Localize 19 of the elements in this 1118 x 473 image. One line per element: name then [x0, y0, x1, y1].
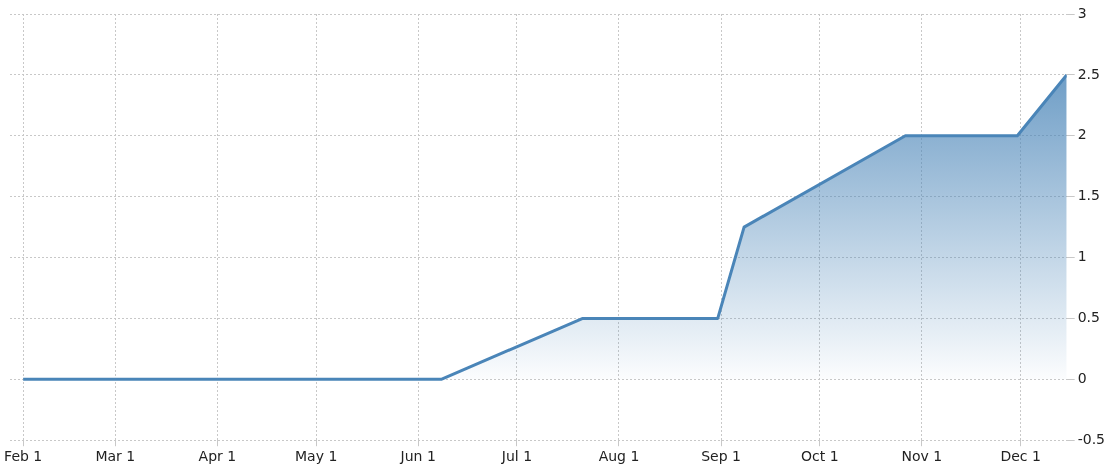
x-tick-label: Aug 1 [598, 448, 640, 465]
x-tick-label: Nov 1 [901, 448, 943, 465]
x-tick-label: Feb 1 [4, 448, 43, 465]
x-tick-label: Oct 1 [801, 448, 839, 465]
y-tick-label: 3 [1077, 4, 1087, 21]
x-tick-label: Jun 1 [399, 448, 436, 465]
y-tick-label: 1.5 [1077, 187, 1100, 204]
x-tick-label: Jul 1 [500, 448, 533, 465]
x-tick-label: May 1 [294, 448, 338, 465]
x-tick-label: Sep 1 [701, 448, 741, 465]
x-tick-label: Mar 1 [95, 448, 136, 465]
y-tick-label: 2.5 [1077, 65, 1100, 82]
x-tick-label: Dec 1 [1000, 448, 1041, 465]
y-tick-label: -0.5 [1077, 430, 1106, 447]
y-tick-label: 0.5 [1077, 309, 1100, 326]
y-tick-label: 1 [1077, 248, 1087, 265]
x-tick-label: Apr 1 [198, 448, 237, 465]
y-tick-label: 2 [1077, 126, 1087, 143]
y-tick-label: 0 [1077, 369, 1087, 386]
